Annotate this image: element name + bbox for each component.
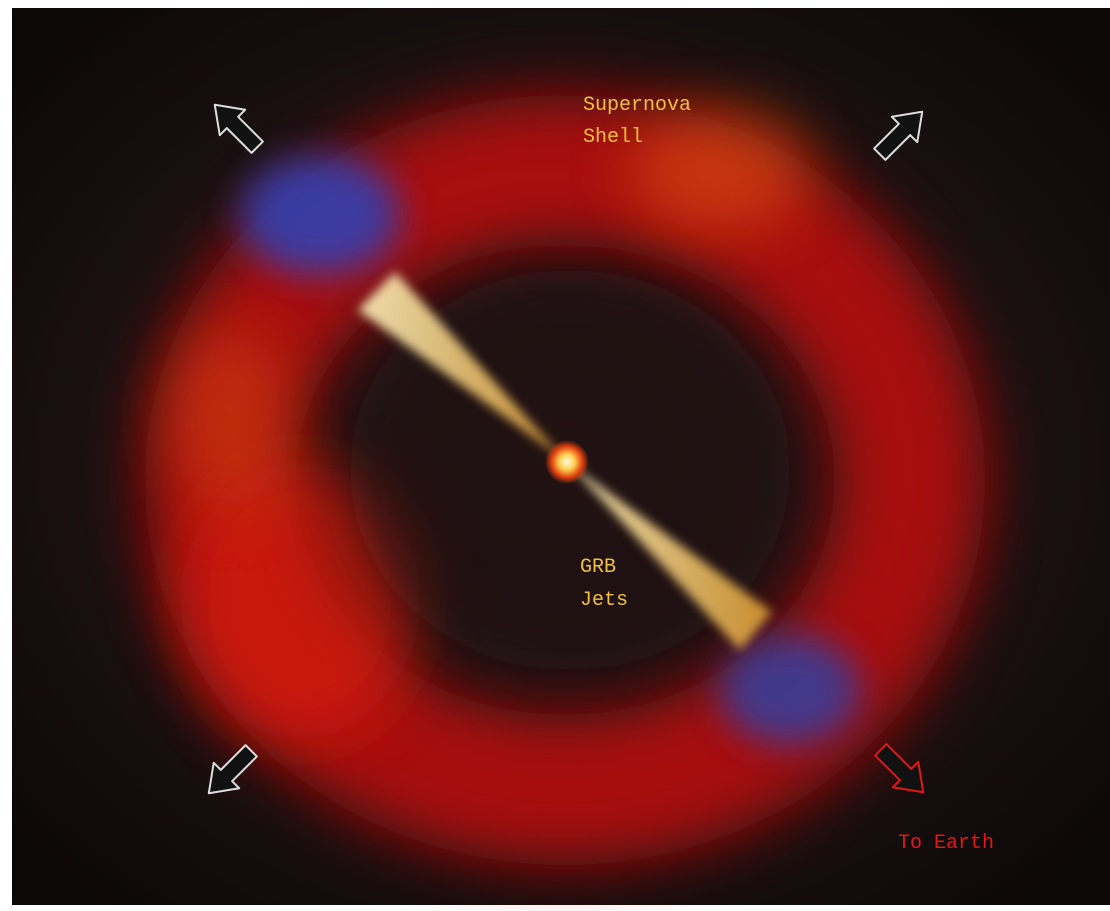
arrows — [207, 103, 925, 795]
label: GRB — [580, 556, 616, 579]
arrow — [207, 744, 258, 795]
label: Jets — [580, 589, 628, 612]
label: To Earth — [898, 832, 994, 855]
grb-jets — [358, 272, 772, 650]
label: Shell — [583, 126, 643, 149]
arrow — [873, 110, 924, 161]
label: Supernova — [583, 94, 691, 117]
arrow — [213, 103, 264, 154]
arrow-to-earth — [874, 743, 925, 794]
core — [545, 440, 589, 484]
